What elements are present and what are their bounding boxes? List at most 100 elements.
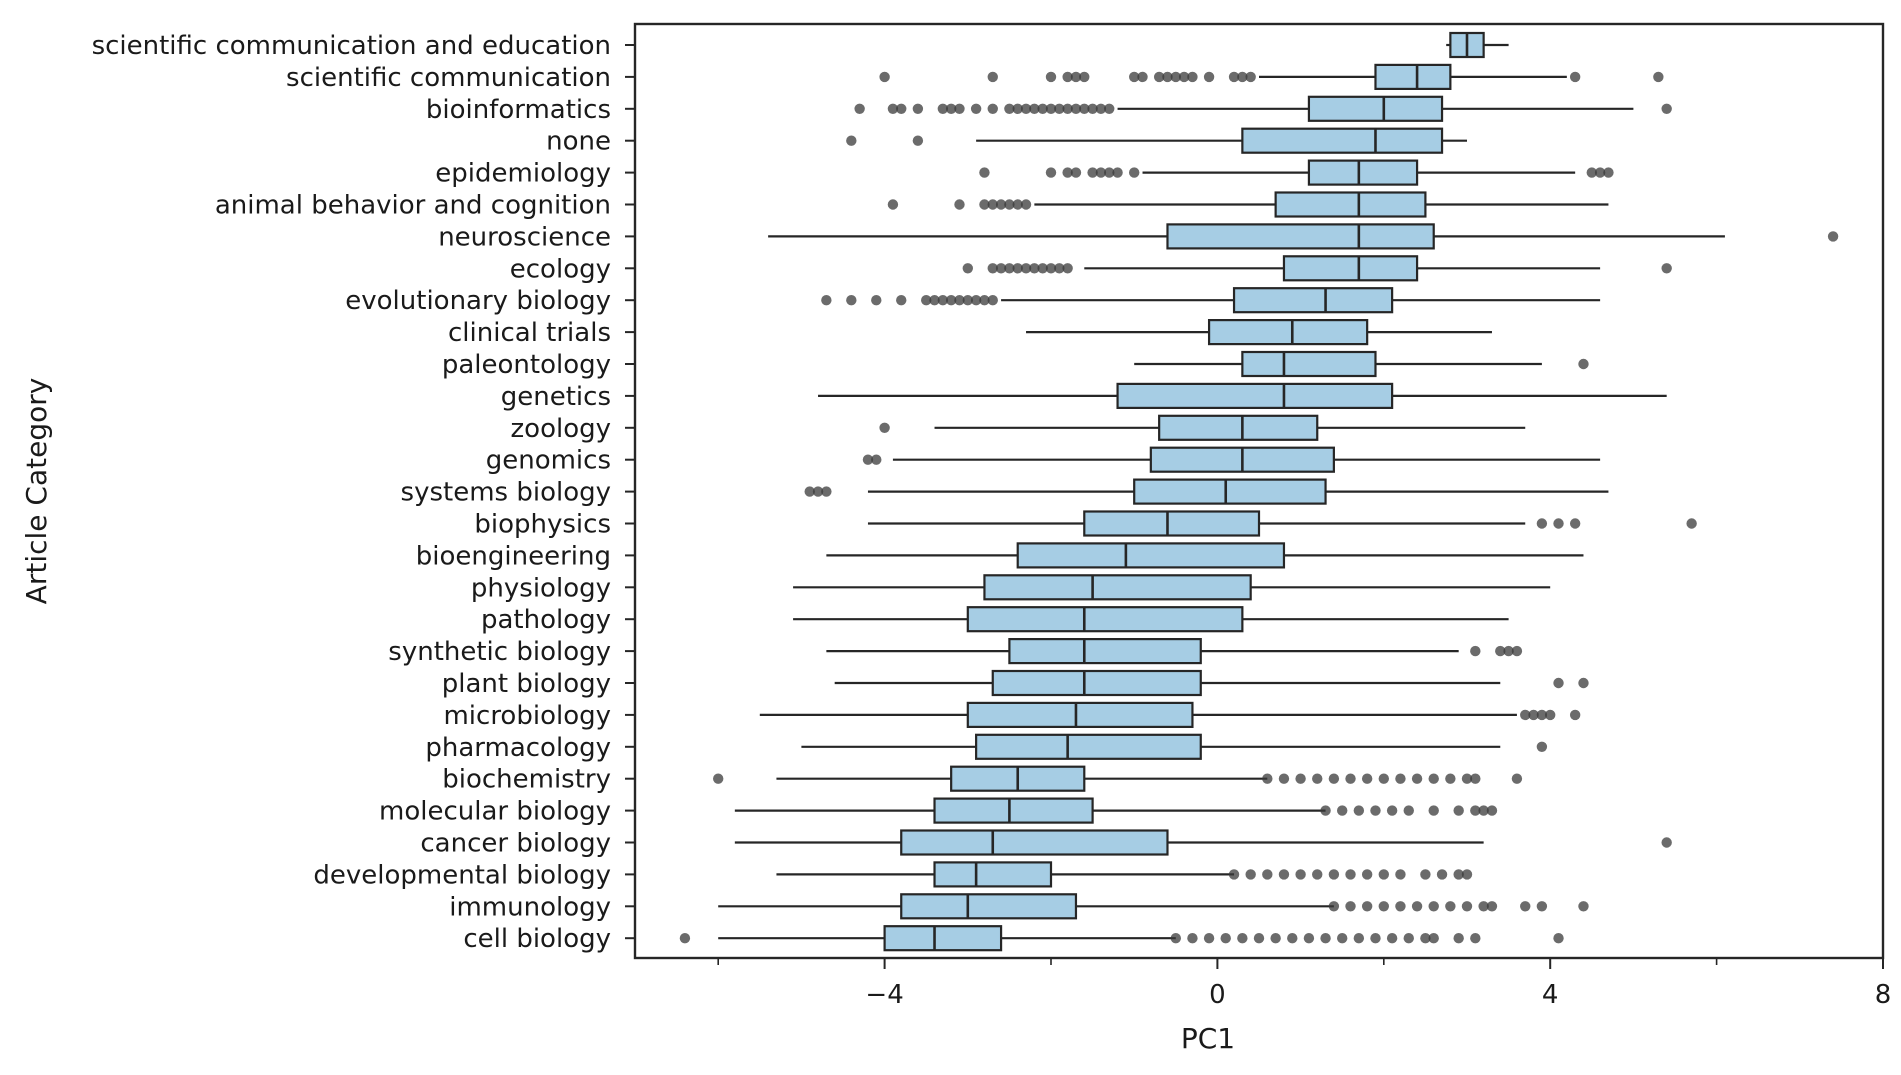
outlier-point [854,103,865,115]
box-group [1084,255,1601,282]
outlier-point [1361,773,1373,784]
outlier-point [1578,901,1589,912]
outlier-point [1253,933,1265,944]
y-tick-label: biophysics [474,510,611,540]
outlier-point [1012,263,1023,274]
x-tick-label: 4 [1542,980,1559,1010]
outlier-point [987,71,998,83]
outlier-point [1395,773,1406,784]
outlier-point [1129,71,1140,83]
outlier-point [862,454,874,465]
outlier-point [1320,933,1331,944]
outlier-point [1278,773,1290,784]
y-tick-label: bioengineering [416,541,611,571]
y-tick-label: genomics [486,446,611,476]
outlier-point [1486,901,1498,912]
outlier-point [1545,709,1556,721]
outlier-point [887,199,899,210]
outlier-point [962,263,973,274]
outlier-point [1020,263,1032,274]
outlier-point [1470,645,1481,657]
outlier-point [1520,709,1531,721]
outlier-point [1403,933,1414,944]
outlier-point [1520,901,1531,912]
y-tick-label: developmental biology [313,860,611,890]
outlier-point [1578,358,1589,370]
outlier-point [1295,773,1306,784]
outlier-point [1004,103,1015,115]
outlier-point [1112,167,1123,178]
outlier-point [1095,167,1107,178]
outlier-point [929,295,940,306]
outlier-point [1062,167,1073,178]
outlier-point [1312,773,1323,784]
outlier-point [871,454,882,465]
outlier-point [1062,71,1073,83]
box-iqr [933,861,1053,888]
outlier-point [1004,263,1015,274]
outlier-point [1411,901,1423,912]
outlier-point [1420,869,1431,880]
outlier-point [1503,645,1514,657]
outlier-point [887,103,899,115]
outlier-point [1453,869,1464,880]
outlier-point [1278,869,1290,880]
outlier-point [1070,103,1082,115]
x-tick-label: 8 [1875,980,1892,1010]
outlier-point [1378,869,1390,880]
outlier-point [1345,773,1356,784]
outlier-point [1386,933,1398,944]
y-tick-label: paleontology [442,350,611,380]
outlier-point [1486,805,1498,816]
box-group [718,893,1334,920]
outlier-point [1470,933,1481,944]
outlier-point [1445,773,1456,784]
outlier-point [1004,199,1015,210]
box-series [718,31,1725,952]
y-tick-label: clinical trials [448,318,611,348]
outlier-point [1162,71,1173,83]
outlier-point [1012,199,1023,210]
outlier-point [821,295,832,306]
y-tick-label: physiology [471,573,611,603]
box-iqr [1241,350,1377,378]
outlier-point [1553,677,1564,689]
outlier-point [1079,103,1090,115]
outlier-point [871,295,882,306]
y-tick-label: animal behavior and cognition [215,191,611,221]
outlier-point [1653,71,1664,83]
outlier-point [713,773,724,784]
outlier-point [1245,71,1256,83]
outlier-point [1536,741,1548,752]
y-tick-label: neuroscience [438,222,611,252]
outlier-point [1370,805,1381,816]
outlier-point [1045,103,1057,115]
outlier-point [1045,263,1057,274]
box-iqr [1158,414,1319,441]
outlier-point [1353,805,1365,816]
box-group [1026,319,1492,346]
box-iqr [975,733,1202,760]
box-iqr [991,669,1202,697]
outlier-point [1087,167,1098,178]
outlier-point [1536,518,1548,529]
box-iqr [1241,127,1444,154]
outlier-point [937,295,949,306]
outlier-point [1245,869,1256,880]
outlier-point [1170,933,1182,944]
y-tick-label: biochemistry [442,765,611,795]
box-iqr [1083,510,1261,537]
outlier-point [1045,71,1057,83]
outlier-point [987,199,998,210]
box-iqr [1133,478,1327,505]
plot-frame [633,22,1885,960]
box-group [734,829,1484,856]
outlier-point [1104,103,1115,115]
outlier-point [1220,933,1231,944]
outlier-point [1020,103,1032,115]
outlier-point [1079,71,1090,83]
outlier-point [1328,773,1340,784]
outlier-point [1287,933,1298,944]
outlier-point [1378,901,1390,912]
y-tick-label: zoology [511,414,611,444]
